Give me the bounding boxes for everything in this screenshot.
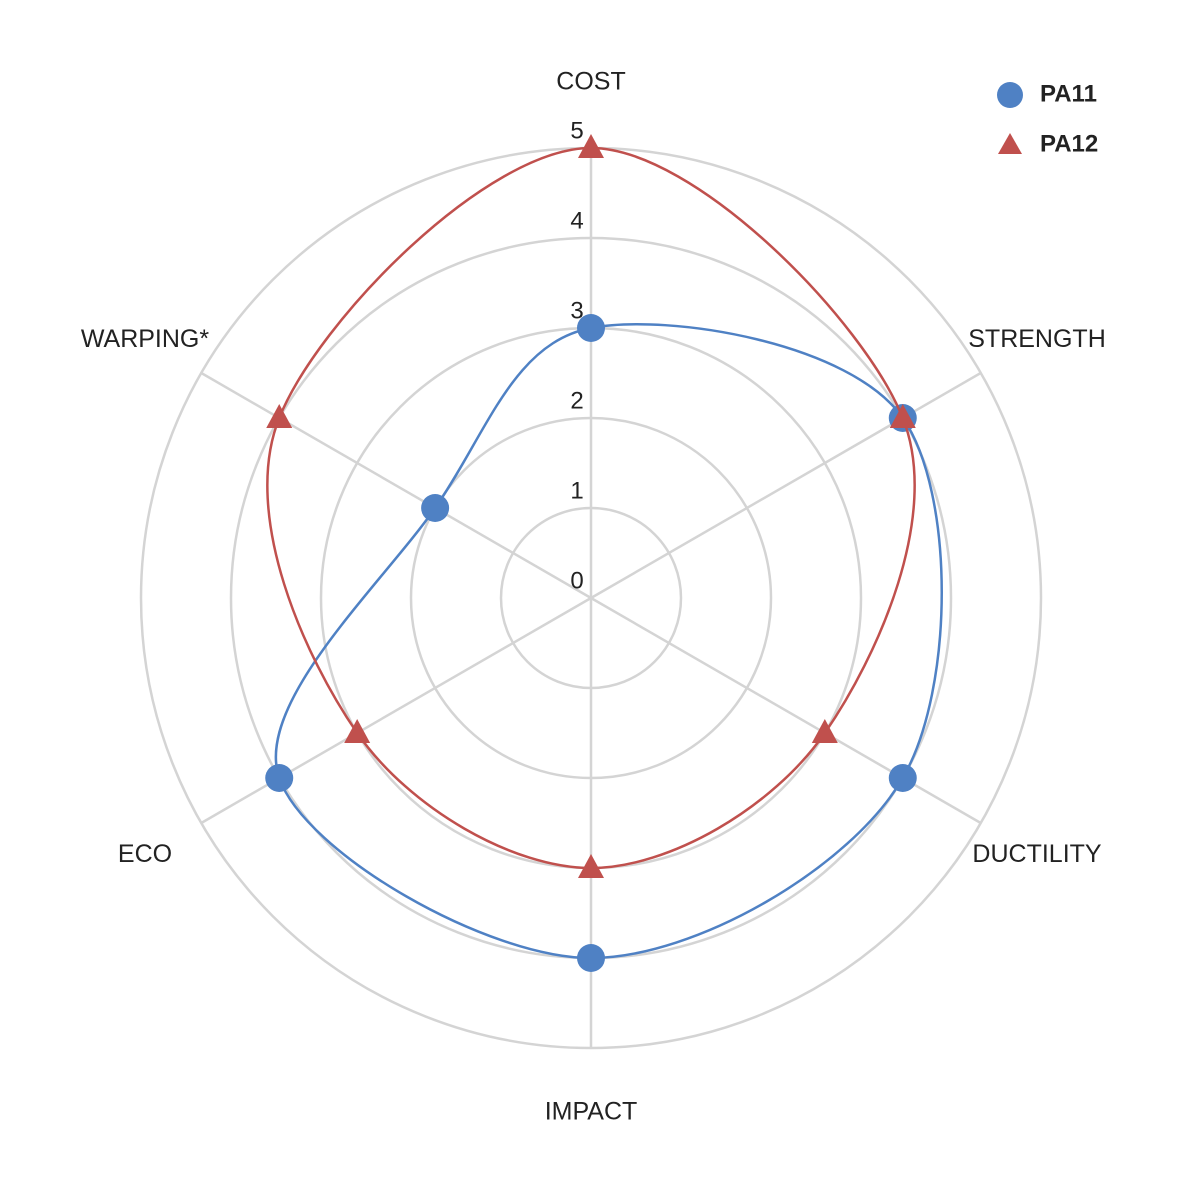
marker	[888, 764, 917, 792]
tick-label: 5	[570, 117, 583, 144]
legend-marker	[997, 82, 1023, 108]
axis-label: WARPING*	[81, 325, 210, 353]
marker	[421, 494, 450, 522]
marker	[577, 944, 605, 972]
spoke	[590, 371, 982, 600]
marker	[811, 719, 838, 743]
marker	[266, 404, 293, 428]
marker	[578, 134, 604, 158]
tick-label: 4	[570, 207, 583, 234]
marker	[344, 719, 371, 743]
tick-label: 0	[570, 567, 583, 594]
legend-marker	[998, 133, 1022, 154]
legend-label: PA12	[1040, 130, 1098, 157]
spoke	[200, 371, 592, 600]
axis-label: COST	[556, 68, 625, 96]
axis-label: IMPACT	[545, 1098, 638, 1126]
tick-label: 1	[570, 477, 583, 504]
marker	[577, 314, 605, 342]
marker	[889, 404, 916, 428]
spoke	[590, 596, 982, 825]
axis-label: ECO	[118, 840, 172, 868]
legend-label: PA11	[1040, 80, 1097, 107]
tick-label: 2	[570, 387, 583, 414]
marker	[578, 854, 604, 878]
axis-label: STRENGTH	[968, 325, 1106, 353]
axis-label: DUCTILITY	[972, 840, 1102, 868]
marker	[265, 764, 294, 792]
spoke	[200, 596, 592, 825]
tick-label: 3	[570, 297, 583, 324]
